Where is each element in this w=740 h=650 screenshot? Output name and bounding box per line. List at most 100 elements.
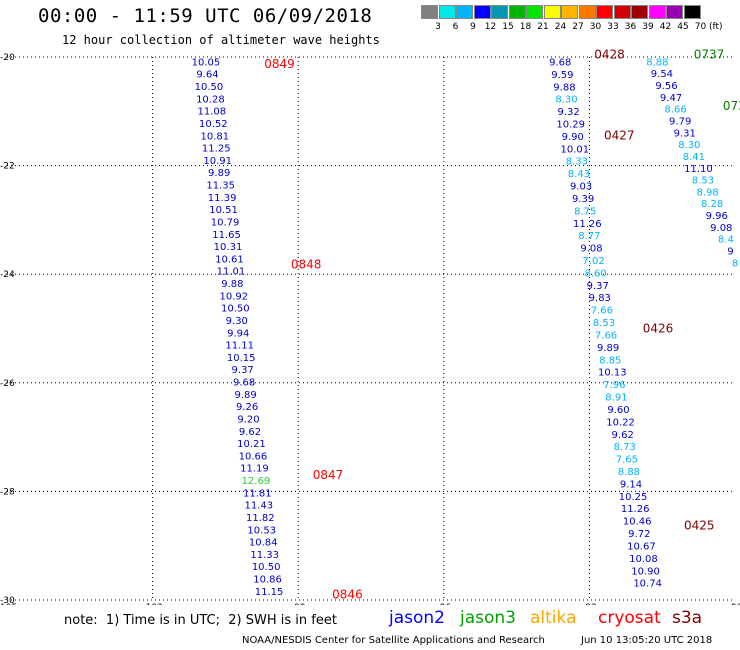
wave-height-value: 10.84 [249,538,278,549]
legend-swatch-label: 9 [470,22,476,32]
wave-height-value: 9.08 [710,223,732,234]
y-tick-label: -22 [0,162,15,172]
wave-height-value: 9.37 [232,365,254,376]
wave-height-value: 8.88 [646,57,668,68]
pass-time-label: 0428 [594,47,625,61]
legend-swatch-label: 15 [502,22,514,32]
wave-height-value: 9.89 [597,343,619,354]
wave-height-value: 11.11 [225,341,254,352]
wave-height-value: 10.91 [203,156,232,167]
wave-height-value: 9.89 [234,390,256,401]
y-tick-label: -20 [0,53,15,63]
wave-height-value: 8.91 [605,393,627,404]
wave-height-value: 9.31 [674,128,696,139]
wave-height-value: 9.68 [549,57,571,68]
legend-swatch [473,5,491,19]
legend-swatch [456,5,473,19]
wave-height-value: 11.35 [206,181,235,192]
legend-altika: altika [530,608,577,628]
wave-height-value: 11.15 [255,587,284,598]
wave-height-value: 8.53 [692,176,714,187]
legend-swatch [596,5,613,19]
legend-swatch-label: 18 [519,22,532,32]
legend-swatch [543,5,561,19]
wave-height-value: 9.56 [655,81,677,92]
legend-swatch [438,5,456,19]
wave-height-value: 11.19 [240,464,269,475]
legend-swatch [508,5,526,19]
legend-cryosat: cryosat [598,608,661,628]
wave-height-value: 10.86 [253,575,282,586]
wave-height-value: 10.67 [627,541,656,552]
wave-height-value: 10.92 [220,291,249,302]
wave-height-value: 8.77 [578,231,600,242]
wave-height-value: 9.54 [651,69,673,80]
wave-height-value: 10.21 [237,439,266,450]
wave-height-value: 9.08 [580,244,602,255]
wave-height-value: 11.39 [208,193,237,204]
wave-height-value: 10.50 [221,304,250,315]
wave-height-value: 11.01 [217,267,246,278]
pass-time-label: 0426 [643,322,674,336]
wave-height-value: 8.88 [618,467,640,478]
x-tick-label: -90 [728,603,740,605]
wave-height-value: 11.81 [243,488,272,499]
wave-height-value: 9.14 [620,479,642,490]
wave-height-value: 9.62 [612,430,634,441]
wave-height-value: 10.52 [199,119,228,130]
wave-height-value: 9.88 [221,279,243,290]
wave-height-value: 11.25 [202,144,231,155]
wave-height-value: 10.50 [195,82,224,93]
legend-unit: (ft) [709,22,723,32]
wave-height-value: 11.10 [684,164,713,175]
x-tick-label: -99 [291,603,306,605]
y-tick-label: -28 [0,487,15,497]
wave-height-value: 9.89 [208,168,230,179]
wave-height-value: 10.74 [633,579,662,590]
x-tick-label: -93 [582,603,597,605]
wave-height-value: 8.28 [701,199,723,210]
wave-height-value: 9.96 [706,211,728,222]
wave-height-value: 10.01 [561,144,590,155]
wave-height-value: 10.66 [239,451,268,462]
wave-height-value: 10.29 [556,119,585,130]
legend-swatch-label: 33 [607,22,619,32]
y-tick-label: -30 [0,596,15,605]
wave-height-value: 9.26 [236,402,258,413]
wave-height-value: 10.13 [598,368,627,379]
wave-height-value: 9.64 [196,70,218,81]
x-tick-label: -105 [0,603,17,605]
legend-swatch [648,5,666,19]
legend-swatch [526,5,543,19]
wave-height-value: 8 [732,258,738,269]
legend-swatch-label: 45 [677,22,689,32]
wave-height-value: 9.90 [562,132,584,143]
wave-height-value: 10.61 [215,254,244,265]
wave-height-value: 7.96 [603,380,625,391]
pass-time-label: 073 [723,99,740,113]
pass-time-label: 0848 [291,257,322,271]
wave-height-value: 10.50 [252,562,281,573]
wave-height-value: 8.41 [683,152,705,163]
generation-timestamp: Jun 10 13:05:20 UTC 2018 [581,635,713,646]
pass-time-label: 0847 [313,468,344,482]
x-tick-label: -96 [436,603,451,605]
wave-height-value: 9.32 [557,107,579,118]
wave-height-value: 11.43 [244,501,273,512]
wave-height-value: 11.08 [198,107,227,118]
legend-swatch [491,5,508,19]
wave-height-value: 9.62 [239,427,261,438]
pass-time-label: 0427 [604,129,635,143]
wave-height-value: 10.81 [200,131,229,142]
wave-height-value: 9.20 [237,414,259,425]
wave-height-value: 9.83 [589,293,611,304]
legend-swatch-label: 36 [624,22,637,32]
wave-height-value: 9.79 [669,117,691,128]
wave-height-value: 10.90 [631,566,660,577]
wave-height-value: 10.22 [606,417,635,428]
chart-subtitle: 12 hour collection of altimeter wave hei… [62,33,380,47]
wave-height-value: 11.26 [573,219,602,230]
wave-height-plot: -20 -22 -24 -26 -28 -30-105 -102 -99 -96 -93 -90 10… [0,47,740,605]
legend-swatch [666,5,683,19]
wave-height-value: 8.73 [614,442,636,453]
